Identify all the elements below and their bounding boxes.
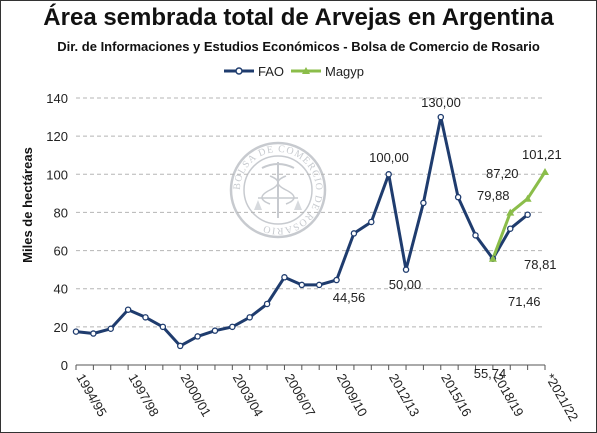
watermark-seal-icon: BOLSA DE COMERCIO DE ROSARIO: [229, 141, 327, 239]
data-labels: 44,56 100,00 50,00 130,00 55,74 71,46 78,81 79,…: [333, 95, 562, 381]
data-point-fao: [454, 193, 462, 201]
data-point-fao: [385, 171, 392, 178]
data-point-fao: [437, 113, 445, 121]
data-label: 100,00: [369, 150, 409, 165]
data-label: 87,20: [486, 166, 519, 181]
data-label: 130,00: [421, 95, 461, 110]
data-point-fao: [507, 225, 514, 232]
data-label: 101,21: [522, 147, 562, 162]
x-tick-label: 2012/13: [386, 371, 422, 419]
data-point-magyp: [523, 194, 532, 202]
x-tick-label: *2021/22: [542, 371, 581, 424]
data-point-fao: [524, 211, 531, 218]
data-label: 71,46: [508, 294, 541, 309]
x-tick-label: 2015/16: [438, 371, 474, 419]
data-point-fao: [159, 323, 167, 331]
data-point-fao: [194, 333, 201, 340]
y-axis-label: Miles de hectáreas: [20, 147, 35, 263]
x-tick-label: 2009/10: [334, 371, 370, 419]
data-point-fao: [124, 306, 132, 313]
y-tick-label: 100: [46, 167, 68, 182]
y-tick-label: 80: [54, 205, 68, 220]
legend: FAO Magyp: [224, 64, 364, 79]
data-point-fao: [315, 281, 323, 289]
data-point-fao: [211, 327, 219, 334]
data-point-fao: [368, 218, 375, 226]
x-tick-label: 1997/98: [126, 371, 162, 419]
data-point-fao: [263, 300, 271, 308]
x-tick-label: 2006/07: [282, 371, 318, 419]
data-label: 78,81: [524, 257, 557, 272]
data-point-fao: [107, 325, 114, 333]
data-point-fao: [333, 276, 340, 284]
data-label: 44,56: [333, 290, 366, 305]
y-tick-label: 120: [46, 129, 68, 144]
data-point-magyp: [488, 254, 497, 262]
gridlines: [76, 97, 545, 328]
series-markers: [72, 113, 549, 350]
data-point-fao: [350, 230, 358, 237]
data-label: 50,00: [389, 277, 422, 292]
data-point-fao: [246, 314, 253, 321]
chart-subtitle: Dir. de Informaciones y Estudios Económi…: [57, 39, 540, 54]
legend-label-magyp: Magyp: [325, 64, 364, 79]
x-tick-label: 2003/04: [230, 371, 266, 419]
data-point-magyp: [541, 167, 549, 175]
y-tick-label: 60: [54, 244, 68, 259]
y-tick-label: 20: [54, 320, 68, 335]
data-point-fao: [420, 199, 427, 207]
y-axis-ticks: 0 20 40 60 80 100 120 140: [46, 91, 68, 373]
data-label: 79,88: [477, 188, 510, 203]
data-point-fao: [298, 281, 306, 289]
data-point-magyp: [506, 208, 515, 216]
data-point-fao: [229, 323, 236, 331]
data-point-fao: [90, 330, 97, 337]
data-label: 55,74: [474, 366, 507, 381]
y-tick-label: 40: [54, 282, 68, 297]
series-line-magyp: [491, 171, 547, 260]
data-point-fao: [142, 314, 149, 321]
legend-label-fao: FAO: [258, 64, 284, 79]
data-point-fao: [472, 232, 479, 239]
data-point-fao: [281, 274, 288, 281]
data-point-fao: [176, 342, 184, 350]
x-tick-label: 1994/95: [73, 371, 109, 419]
x-tick-label: 2000/01: [178, 371, 214, 419]
y-tick-label: 140: [46, 91, 68, 106]
data-point-fao: [72, 328, 80, 335]
chart-title: Área sembrada total de Arvejas en Argent…: [43, 4, 554, 31]
y-tick-label: 0: [61, 358, 68, 373]
data-point-fao: [402, 266, 410, 273]
series-lines: [75, 115, 547, 348]
